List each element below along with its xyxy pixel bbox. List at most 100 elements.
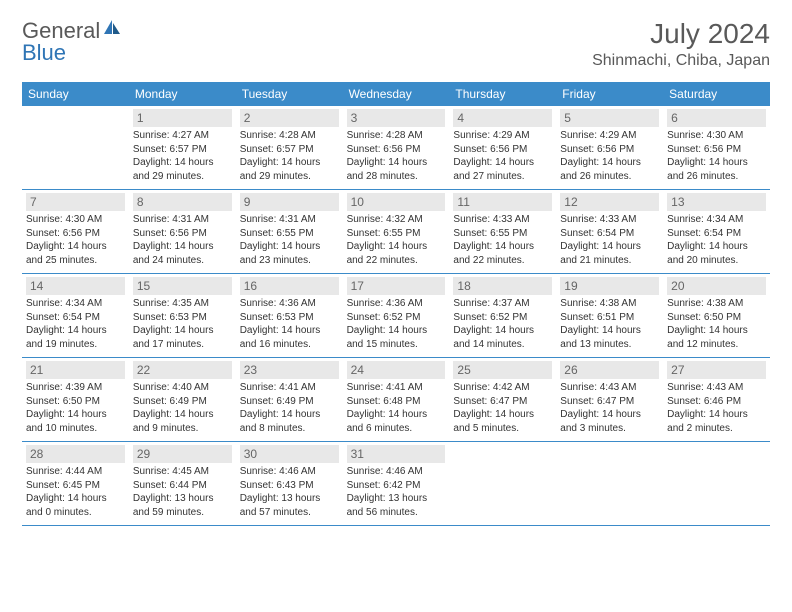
sunset-text: Sunset: 6:49 PM: [240, 395, 339, 409]
day-number: 16: [240, 277, 339, 295]
daylight-text-1: Daylight: 14 hours: [453, 156, 552, 170]
day-cell: 4 Sunrise: 4:29 AMSunset: 6:56 PMDaylight…: [449, 106, 556, 189]
day-header-wednesday: Wednesday: [343, 82, 450, 106]
sunrise-text: Sunrise: 4:32 AM: [347, 213, 446, 227]
day-header-saturday: Saturday: [663, 82, 770, 106]
sunrise-text: Sunrise: 4:28 AM: [347, 129, 446, 143]
day-cell: 23Sunrise: 4:41 AMSunset: 6:49 PMDayligh…: [236, 358, 343, 441]
sunrise-text: Sunrise: 4:28 AM: [240, 129, 339, 143]
daylight-text-2: and 14 minutes.: [453, 338, 552, 352]
day-number: 13: [667, 193, 766, 211]
day-cell: [556, 442, 663, 525]
day-cell: 5Sunrise: 4:29 AMSunset: 6:56 PMDaylight…: [556, 106, 663, 189]
day-number: 30: [240, 445, 339, 463]
day-cell: 31Sunrise: 4:46 AMSunset: 6:42 PMDayligh…: [343, 442, 450, 525]
sunrise-text: Sunrise: 4:42 AM: [453, 381, 552, 395]
daylight-text-2: and 29 minutes.: [133, 170, 232, 184]
daylight-text-2: and 12 minutes.: [667, 338, 766, 352]
day-cell: 26Sunrise: 4:43 AMSunset: 6:47 PMDayligh…: [556, 358, 663, 441]
daylight-text-1: Daylight: 14 hours: [453, 408, 552, 422]
week-row: 1Sunrise: 4:27 AMSunset: 6:57 PMDaylight…: [22, 106, 770, 190]
sunset-text: Sunset: 6:54 PM: [667, 227, 766, 241]
day-number: 6: [667, 109, 766, 127]
day-number: 14: [26, 277, 125, 295]
sunset-text: Sunset: 6:47 PM: [560, 395, 659, 409]
day-cell: 1Sunrise: 4:27 AMSunset: 6:57 PMDaylight…: [129, 106, 236, 189]
daylight-text-1: Daylight: 14 hours: [26, 492, 125, 506]
day-header-tuesday: Tuesday: [236, 82, 343, 106]
day-header-friday: Friday: [556, 82, 663, 106]
daylight-text-2: and 6 minutes.: [347, 422, 446, 436]
title-block: July 2024 Shinmachi, Chiba, Japan: [592, 18, 770, 70]
daylight-text-2: and 16 minutes.: [240, 338, 339, 352]
sunset-text: Sunset: 6:56 PM: [133, 227, 232, 241]
sunrise-text: Sunrise: 4:38 AM: [560, 297, 659, 311]
daylight-text-1: Daylight: 14 hours: [347, 324, 446, 338]
day-cell: 3Sunrise: 4:28 AMSunset: 6:56 PMDaylight…: [343, 106, 450, 189]
daylight-text-2: and 0 minutes.: [26, 506, 125, 520]
daylight-text-2: and 24 minutes.: [133, 254, 232, 268]
day-number: 10: [347, 193, 446, 211]
daylight-text-1: Daylight: 14 hours: [240, 408, 339, 422]
sunset-text: Sunset: 6:56 PM: [26, 227, 125, 241]
day-number: 17: [347, 277, 446, 295]
sunset-text: Sunset: 6:56 PM: [667, 143, 766, 157]
daylight-text-2: and 56 minutes.: [347, 506, 446, 520]
daylight-text-2: and 5 minutes.: [453, 422, 552, 436]
day-cell: 12Sunrise: 4:33 AMSunset: 6:54 PMDayligh…: [556, 190, 663, 273]
sunset-text: Sunset: 6:56 PM: [347, 143, 446, 157]
daylight-text-2: and 22 minutes.: [347, 254, 446, 268]
day-number: 4: [453, 109, 552, 127]
sunset-text: Sunset: 6:57 PM: [240, 143, 339, 157]
daylight-text-1: Daylight: 14 hours: [347, 408, 446, 422]
daylight-text-2: and 26 minutes.: [560, 170, 659, 184]
sunrise-text: Sunrise: 4:43 AM: [560, 381, 659, 395]
sunset-text: Sunset: 6:48 PM: [347, 395, 446, 409]
daylight-text-2: and 22 minutes.: [453, 254, 552, 268]
day-header-thursday: Thursday: [449, 82, 556, 106]
day-number: 18: [453, 277, 552, 295]
sunset-text: Sunset: 6:56 PM: [453, 143, 552, 157]
day-cell: 15Sunrise: 4:35 AMSunset: 6:53 PMDayligh…: [129, 274, 236, 357]
day-number: 8: [133, 193, 232, 211]
logo-text-2: Blue: [22, 40, 66, 66]
daylight-text-1: Daylight: 14 hours: [667, 156, 766, 170]
header: General July 2024 Shinmachi, Chiba, Japa…: [22, 18, 770, 70]
daylight-text-1: Daylight: 14 hours: [560, 324, 659, 338]
day-cell: 2Sunrise: 4:28 AMSunset: 6:57 PMDaylight…: [236, 106, 343, 189]
day-number: 9: [240, 193, 339, 211]
daylight-text-1: Daylight: 14 hours: [240, 324, 339, 338]
daylight-text-2: and 13 minutes.: [560, 338, 659, 352]
day-number: 3: [347, 109, 446, 127]
sunrise-text: Sunrise: 4:34 AM: [26, 297, 125, 311]
day-number: 22: [133, 361, 232, 379]
day-number: 23: [240, 361, 339, 379]
daylight-text-1: Daylight: 14 hours: [667, 240, 766, 254]
sunset-text: Sunset: 6:43 PM: [240, 479, 339, 493]
day-cell: 10Sunrise: 4:32 AMSunset: 6:55 PMDayligh…: [343, 190, 450, 273]
daylight-text-1: Daylight: 14 hours: [560, 156, 659, 170]
daylight-text-1: Daylight: 14 hours: [453, 240, 552, 254]
daylight-text-1: Daylight: 14 hours: [347, 240, 446, 254]
sunset-text: Sunset: 6:54 PM: [560, 227, 659, 241]
day-number: 12: [560, 193, 659, 211]
daylight-text-2: and 19 minutes.: [26, 338, 125, 352]
sunset-text: Sunset: 6:50 PM: [26, 395, 125, 409]
sunrise-text: Sunrise: 4:29 AM: [453, 129, 552, 143]
weeks-container: 1Sunrise: 4:27 AMSunset: 6:57 PMDaylight…: [22, 106, 770, 526]
sunrise-text: Sunrise: 4:46 AM: [240, 465, 339, 479]
day-cell: 16Sunrise: 4:36 AMSunset: 6:53 PMDayligh…: [236, 274, 343, 357]
daylight-text-1: Daylight: 14 hours: [453, 324, 552, 338]
daylight-text-2: and 27 minutes.: [453, 170, 552, 184]
day-cell: 9Sunrise: 4:31 AMSunset: 6:55 PMDaylight…: [236, 190, 343, 273]
day-number: 7: [26, 193, 125, 211]
daylight-text-1: Daylight: 14 hours: [26, 240, 125, 254]
sunrise-text: Sunrise: 4:30 AM: [667, 129, 766, 143]
day-number: 5: [560, 109, 659, 127]
sunrise-text: Sunrise: 4:41 AM: [347, 381, 446, 395]
daylight-text-1: Daylight: 14 hours: [26, 324, 125, 338]
day-cell: 28Sunrise: 4:44 AMSunset: 6:45 PMDayligh…: [22, 442, 129, 525]
day-number: 28: [26, 445, 125, 463]
day-cell: [663, 442, 770, 525]
day-cell: 21Sunrise: 4:39 AMSunset: 6:50 PMDayligh…: [22, 358, 129, 441]
